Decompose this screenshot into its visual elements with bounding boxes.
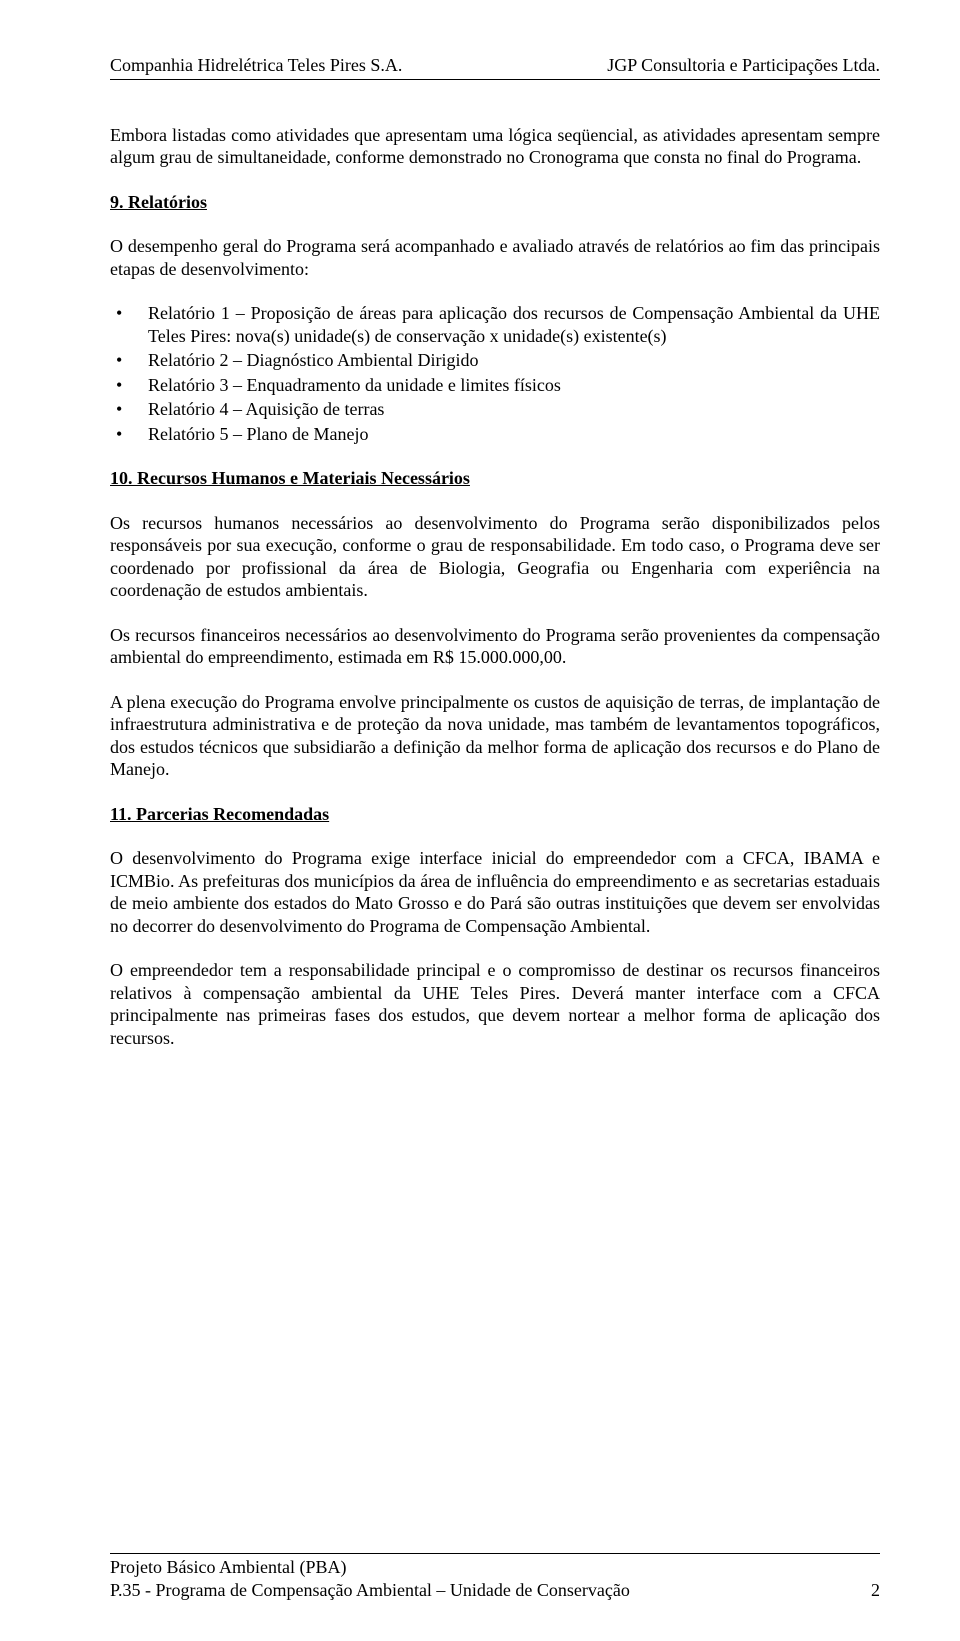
section-11-title-text: Parcerias Recomendadas (132, 804, 330, 824)
section-11-title: 11. Parcerias Recomendadas (110, 803, 880, 826)
footer-page-number: 2 (871, 1579, 880, 1602)
section-11-number: 11. (110, 804, 132, 824)
header-right: JGP Consultoria e Participações Ltda. (607, 54, 880, 77)
intro-paragraph: Embora listadas como atividades que apre… (110, 124, 880, 169)
section-10-p2: Os recursos financeiros necessários ao d… (110, 624, 880, 669)
section-10-title: 10. Recursos Humanos e Materiais Necessá… (110, 467, 880, 490)
page-header: Companhia Hidrelétrica Teles Pires S.A. … (110, 54, 880, 77)
section-11-p2: O empreendedor tem a responsabilidade pr… (110, 959, 880, 1049)
header-left: Companhia Hidrelétrica Teles Pires S.A. (110, 54, 402, 77)
footer-line1: Projeto Básico Ambiental (PBA) (110, 1556, 880, 1579)
document-body: Embora listadas como atividades que apre… (110, 124, 880, 1524)
footer-rule: Projeto Básico Ambiental (PBA) P.35 - Pr… (110, 1553, 880, 1601)
section-9-intro: O desempenho geral do Programa será acom… (110, 235, 880, 280)
list-item: Relatório 3 – Enquadramento da unidade e… (110, 374, 880, 397)
section-10-p3: A plena execução do Programa envolve pri… (110, 691, 880, 781)
section-10-p1: Os recursos humanos necessários ao desen… (110, 512, 880, 602)
list-item: Relatório 4 – Aquisição de terras (110, 398, 880, 421)
list-item: Relatório 5 – Plano de Manejo (110, 423, 880, 446)
list-item: Relatório 2 – Diagnóstico Ambiental Diri… (110, 349, 880, 372)
footer-line2: P.35 - Programa de Compensação Ambiental… (110, 1579, 880, 1602)
document-page: Companhia Hidrelétrica Teles Pires S.A. … (0, 0, 960, 1641)
section-9-title: 9. Relatórios (110, 191, 880, 214)
footer-program-name: P.35 - Programa de Compensação Ambiental… (110, 1579, 630, 1602)
section-9-bullets: Relatório 1 – Proposição de áreas para a… (110, 302, 880, 445)
list-item: Relatório 1 – Proposição de áreas para a… (110, 302, 880, 347)
header-rule (110, 79, 880, 80)
page-footer: Projeto Básico Ambiental (PBA) P.35 - Pr… (110, 1553, 880, 1601)
section-11-p1: O desenvolvimento do Programa exige inte… (110, 847, 880, 937)
